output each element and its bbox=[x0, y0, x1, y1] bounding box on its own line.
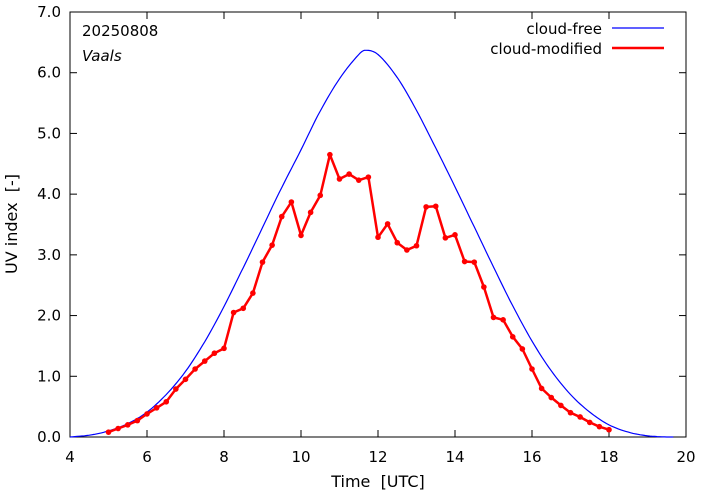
y-tick-label: 5.0 bbox=[37, 124, 61, 142]
y-tick-label: 1.0 bbox=[37, 367, 61, 385]
legend-label-cloud-free: cloud-free bbox=[526, 20, 602, 38]
x-tick-label: 6 bbox=[142, 448, 152, 466]
y-tick-label: 4.0 bbox=[37, 185, 61, 203]
data-point-cloud-modified bbox=[471, 259, 478, 265]
x-tick-label: 10 bbox=[291, 448, 310, 466]
data-point-cloud-modified bbox=[481, 284, 487, 290]
data-point-cloud-modified bbox=[538, 385, 545, 392]
series-layer bbox=[69, 49, 674, 438]
x-tick-label: 12 bbox=[368, 448, 387, 466]
data-point-cloud-modified bbox=[567, 409, 574, 416]
data-point-cloud-modified bbox=[452, 232, 458, 238]
data-point-cloud-modified bbox=[250, 290, 256, 296]
data-point-cloud-modified bbox=[298, 232, 304, 239]
y-tick-label: 3.0 bbox=[37, 246, 61, 264]
y-tick-label: 6.0 bbox=[37, 64, 61, 82]
data-point-cloud-modified bbox=[490, 314, 497, 321]
y-tick-label: 0.0 bbox=[37, 428, 61, 446]
data-point-cloud-modified bbox=[134, 417, 141, 424]
data-point-cloud-modified bbox=[375, 234, 381, 241]
data-point-cloud-modified bbox=[346, 171, 352, 177]
data-point-cloud-modified bbox=[163, 398, 170, 405]
data-point-cloud-modified bbox=[394, 239, 401, 246]
data-point-cloud-modified bbox=[221, 345, 227, 352]
data-point-cloud-modified bbox=[124, 422, 131, 428]
data-point-cloud-modified bbox=[577, 414, 583, 420]
data-point-cloud-modified bbox=[404, 247, 410, 253]
data-point-cloud-modified bbox=[259, 259, 266, 265]
x-tick-label: 4 bbox=[65, 448, 75, 466]
data-point-cloud-modified bbox=[500, 317, 506, 323]
data-point-cloud-modified bbox=[558, 402, 564, 409]
y-tick-label: 7.0 bbox=[37, 3, 61, 21]
x-tick-label: 8 bbox=[219, 448, 229, 466]
x-tick-label: 14 bbox=[445, 448, 464, 466]
data-point-cloud-modified bbox=[384, 221, 391, 227]
data-point-cloud-modified bbox=[278, 213, 285, 220]
data-point-cloud-modified bbox=[548, 394, 555, 401]
data-point-cloud-modified bbox=[317, 192, 324, 199]
data-point-cloud-modified bbox=[432, 203, 439, 210]
data-point-cloud-modified bbox=[586, 419, 593, 426]
plot-frame bbox=[69, 11, 687, 438]
x-axis-label: Time [UTC] bbox=[330, 472, 425, 491]
data-point-cloud-modified bbox=[519, 346, 526, 352]
data-point-cloud-modified bbox=[201, 358, 208, 364]
data-point-cloud-modified bbox=[442, 235, 449, 241]
data-point-cloud-modified bbox=[153, 405, 160, 411]
data-point-cloud-modified bbox=[288, 199, 295, 205]
legend: cloud-free cloud-modified bbox=[490, 20, 664, 58]
y-tick-label: 2.0 bbox=[37, 307, 61, 325]
data-point-cloud-modified bbox=[461, 258, 468, 265]
series-line-cloud-free bbox=[69, 49, 674, 438]
data-point-cloud-modified bbox=[240, 305, 247, 312]
data-point-cloud-modified bbox=[529, 366, 535, 372]
data-point-cloud-modified bbox=[105, 429, 112, 435]
data-point-cloud-modified bbox=[336, 176, 343, 182]
data-point-cloud-modified bbox=[423, 204, 429, 210]
data-point-cloud-modified bbox=[365, 174, 372, 180]
data-point-cloud-modified bbox=[509, 334, 516, 340]
data-point-cloud-modified bbox=[182, 376, 189, 383]
data-point-cloud-modified bbox=[144, 411, 150, 417]
data-point-cloud-modified bbox=[606, 426, 612, 433]
data-point-cloud-modified bbox=[596, 423, 603, 430]
data-point-cloud-modified bbox=[355, 177, 362, 183]
location-label: Vaals bbox=[82, 47, 122, 65]
data-point-cloud-modified bbox=[115, 425, 121, 432]
x-tick-label: 20 bbox=[676, 448, 695, 466]
data-point-cloud-modified bbox=[192, 366, 198, 372]
series-line-cloud-modified bbox=[108, 153, 610, 434]
data-point-cloud-modified bbox=[327, 151, 333, 158]
data-point-cloud-modified bbox=[173, 386, 179, 392]
x-tick-label: 16 bbox=[522, 448, 541, 466]
y-axis-label: UV index [-] bbox=[2, 174, 21, 274]
data-point-cloud-modified bbox=[211, 350, 218, 357]
data-point-cloud-modified bbox=[307, 209, 314, 216]
data-point-cloud-modified bbox=[269, 242, 275, 248]
legend-label-cloud-modified: cloud-modified bbox=[490, 40, 602, 58]
y-axis: 0.0 1.0 2.0 3.0 4.0 5.0 6.0 7.0 bbox=[37, 3, 686, 446]
x-axis: 4 6 8 10 12 14 16 18 20 bbox=[65, 12, 696, 466]
data-point-cloud-modified bbox=[230, 309, 237, 316]
data-point-cloud-modified bbox=[413, 242, 420, 249]
date-label: 20250808 bbox=[82, 22, 158, 40]
x-tick-label: 18 bbox=[599, 448, 618, 466]
